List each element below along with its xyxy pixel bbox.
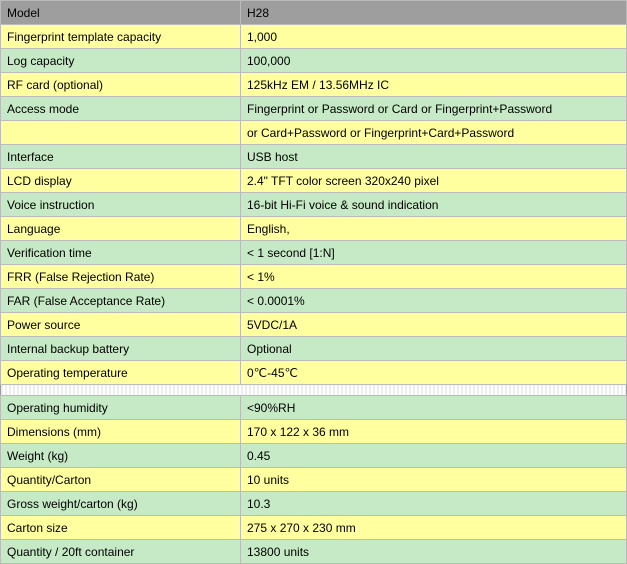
spec-label: Language: [1, 217, 241, 241]
spec-label: Model: [1, 1, 241, 25]
spec-table-bottom: Operating humidity<90%RHDimensions (mm)1…: [0, 395, 627, 564]
spec-label: Gross weight/carton (kg): [1, 492, 241, 516]
table-row: RF card (optional)125kHz EM / 13.56MHz I…: [1, 73, 627, 97]
spec-value: 170 x 122 x 36 mm: [241, 420, 627, 444]
spec-label: [1, 121, 241, 145]
spec-label: Access mode: [1, 97, 241, 121]
table-row: ModelH28: [1, 1, 627, 25]
spec-value: 2.4" TFT color screen 320x240 pixel: [241, 169, 627, 193]
spec-table-top: ModelH28Fingerprint template capacity1,0…: [0, 0, 627, 385]
table-row: Log capacity100,000: [1, 49, 627, 73]
spec-label: Weight (kg): [1, 444, 241, 468]
spec-value: 5VDC/1A: [241, 313, 627, 337]
table-row: Voice instruction16-bit Hi-Fi voice & so…: [1, 193, 627, 217]
table-row: Gross weight/carton (kg)10.3: [1, 492, 627, 516]
spec-value: USB host: [241, 145, 627, 169]
spec-label: Interface: [1, 145, 241, 169]
spec-value: 0℃-45℃: [241, 361, 627, 385]
spec-label: Carton size: [1, 516, 241, 540]
spec-value: 10.3: [241, 492, 627, 516]
table-gap: [0, 385, 627, 395]
spec-value: Fingerprint or Password or Card or Finge…: [241, 97, 627, 121]
spec-label: Dimensions (mm): [1, 420, 241, 444]
table-row: Internal backup batteryOptional: [1, 337, 627, 361]
table-row: LanguageEnglish,: [1, 217, 627, 241]
table-row: Access modeFingerprint or Password or Ca…: [1, 97, 627, 121]
spec-value: or Card+Password or Fingerprint+Card+Pas…: [241, 121, 627, 145]
table-row: Quantity/Carton10 units: [1, 468, 627, 492]
spec-label: Quantity/Carton: [1, 468, 241, 492]
spec-value: Optional: [241, 337, 627, 361]
spec-label: Power source: [1, 313, 241, 337]
spec-label: FRR (False Rejection Rate): [1, 265, 241, 289]
spec-value: 0.45: [241, 444, 627, 468]
spec-label: Log capacity: [1, 49, 241, 73]
spec-label: Internal backup battery: [1, 337, 241, 361]
spec-value: < 0.0001%: [241, 289, 627, 313]
table-row: Dimensions (mm)170 x 122 x 36 mm: [1, 420, 627, 444]
table-row: Power source5VDC/1A: [1, 313, 627, 337]
spec-value: < 1%: [241, 265, 627, 289]
table-row: Operating temperature0℃-45℃: [1, 361, 627, 385]
table-row: FAR (False Acceptance Rate)< 0.0001%: [1, 289, 627, 313]
spec-value: 1,000: [241, 25, 627, 49]
spec-label: Voice instruction: [1, 193, 241, 217]
spec-value: 10 units: [241, 468, 627, 492]
table-row: LCD display2.4" TFT color screen 320x240…: [1, 169, 627, 193]
table-row: Fingerprint template capacity1,000: [1, 25, 627, 49]
spec-value: H28: [241, 1, 627, 25]
spec-label: LCD display: [1, 169, 241, 193]
spec-value: 100,000: [241, 49, 627, 73]
spec-value: 16-bit Hi-Fi voice & sound indication: [241, 193, 627, 217]
table-row: Operating humidity<90%RH: [1, 396, 627, 420]
spec-label: FAR (False Acceptance Rate): [1, 289, 241, 313]
table-row: or Card+Password or Fingerprint+Card+Pas…: [1, 121, 627, 145]
spec-label: Operating temperature: [1, 361, 241, 385]
spec-label: Verification time: [1, 241, 241, 265]
spec-label: Fingerprint template capacity: [1, 25, 241, 49]
table-row: Carton size275 x 270 x 230 mm: [1, 516, 627, 540]
spec-label: RF card (optional): [1, 73, 241, 97]
table-row: FRR (False Rejection Rate)< 1%: [1, 265, 627, 289]
spec-value: <90%RH: [241, 396, 627, 420]
table-row: InterfaceUSB host: [1, 145, 627, 169]
table-row: Weight (kg)0.45: [1, 444, 627, 468]
spec-value: 125kHz EM / 13.56MHz IC: [241, 73, 627, 97]
spec-value: < 1 second [1:N]: [241, 241, 627, 265]
spec-label: Operating humidity: [1, 396, 241, 420]
table-row: Verification time< 1 second [1:N]: [1, 241, 627, 265]
spec-value: 275 x 270 x 230 mm: [241, 516, 627, 540]
spec-value: English,: [241, 217, 627, 241]
